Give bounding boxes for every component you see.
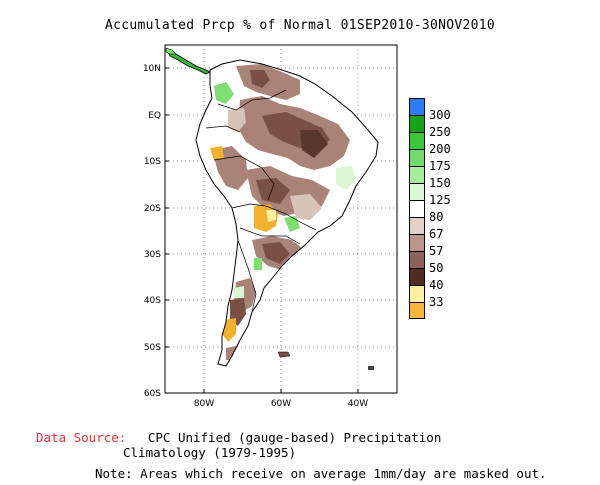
legend-swatch (409, 183, 425, 200)
falkland-islands (277, 351, 291, 358)
lat-label-10s: 10S (144, 157, 161, 167)
precip-legend: 300 250 200 175 150 125 80 67 57 50 40 33 (409, 98, 451, 319)
legend-swatch (409, 132, 425, 149)
lon-label-40w: 40W (348, 399, 368, 409)
legend-swatch (409, 285, 425, 302)
legend-label: 200 (429, 142, 451, 156)
lat-label-10n: 10N (143, 64, 161, 74)
legend-label: 50 (429, 261, 444, 275)
data-source-line2: Climatology (1979-1995) (123, 445, 297, 460)
legend-swatch (409, 98, 425, 115)
lat-label-30s: 30S (144, 250, 161, 260)
legend-swatch (409, 166, 425, 183)
legend-swatch (409, 115, 425, 132)
legend-swatch (409, 200, 425, 217)
lat-label-50s: 50S (144, 343, 161, 353)
legend-label: 57 (429, 244, 444, 258)
masking-note: Note: Areas which receive on average 1mm… (95, 466, 547, 481)
data-source-block: Data Source: CPC Unified (gauge-based) P… (36, 430, 441, 460)
lat-label-60s: 60S (144, 389, 161, 399)
legend-label: 67 (429, 227, 444, 241)
legend-swatch (409, 268, 425, 285)
south-georgia (368, 366, 374, 370)
legend-swatch (409, 251, 425, 268)
legend-label: 80 (429, 210, 444, 224)
legend-label: 175 (429, 159, 451, 173)
map-title: Accumulated Prcp % of Normal 01SEP2010-3… (104, 18, 496, 33)
south-america-outline (195, 59, 379, 367)
lon-label-60w: 60W (271, 399, 291, 409)
legend-swatch (409, 302, 425, 319)
country-borders (205, 89, 317, 313)
legend-label: 125 (429, 193, 451, 207)
legend-swatch (409, 217, 425, 234)
data-source-label: Data Source: (36, 430, 127, 445)
legend-swatch (409, 149, 425, 166)
data-source-line1: CPC Unified (gauge-based) Precipitation (147, 430, 442, 445)
legend-label: 300 (429, 108, 451, 122)
legend-label: 150 (429, 176, 451, 190)
legend-label: 250 (429, 125, 451, 139)
lat-label-eq: EQ (148, 111, 161, 121)
legend-swatch (409, 234, 425, 251)
lat-label-20s: 20S (144, 204, 161, 214)
lat-label-40s: 40S (144, 296, 161, 306)
lon-label-80w: 80W (194, 399, 214, 409)
central-america-region (167, 51, 211, 75)
legend-label: 33 (429, 295, 444, 309)
legend-label: 40 (429, 278, 444, 292)
